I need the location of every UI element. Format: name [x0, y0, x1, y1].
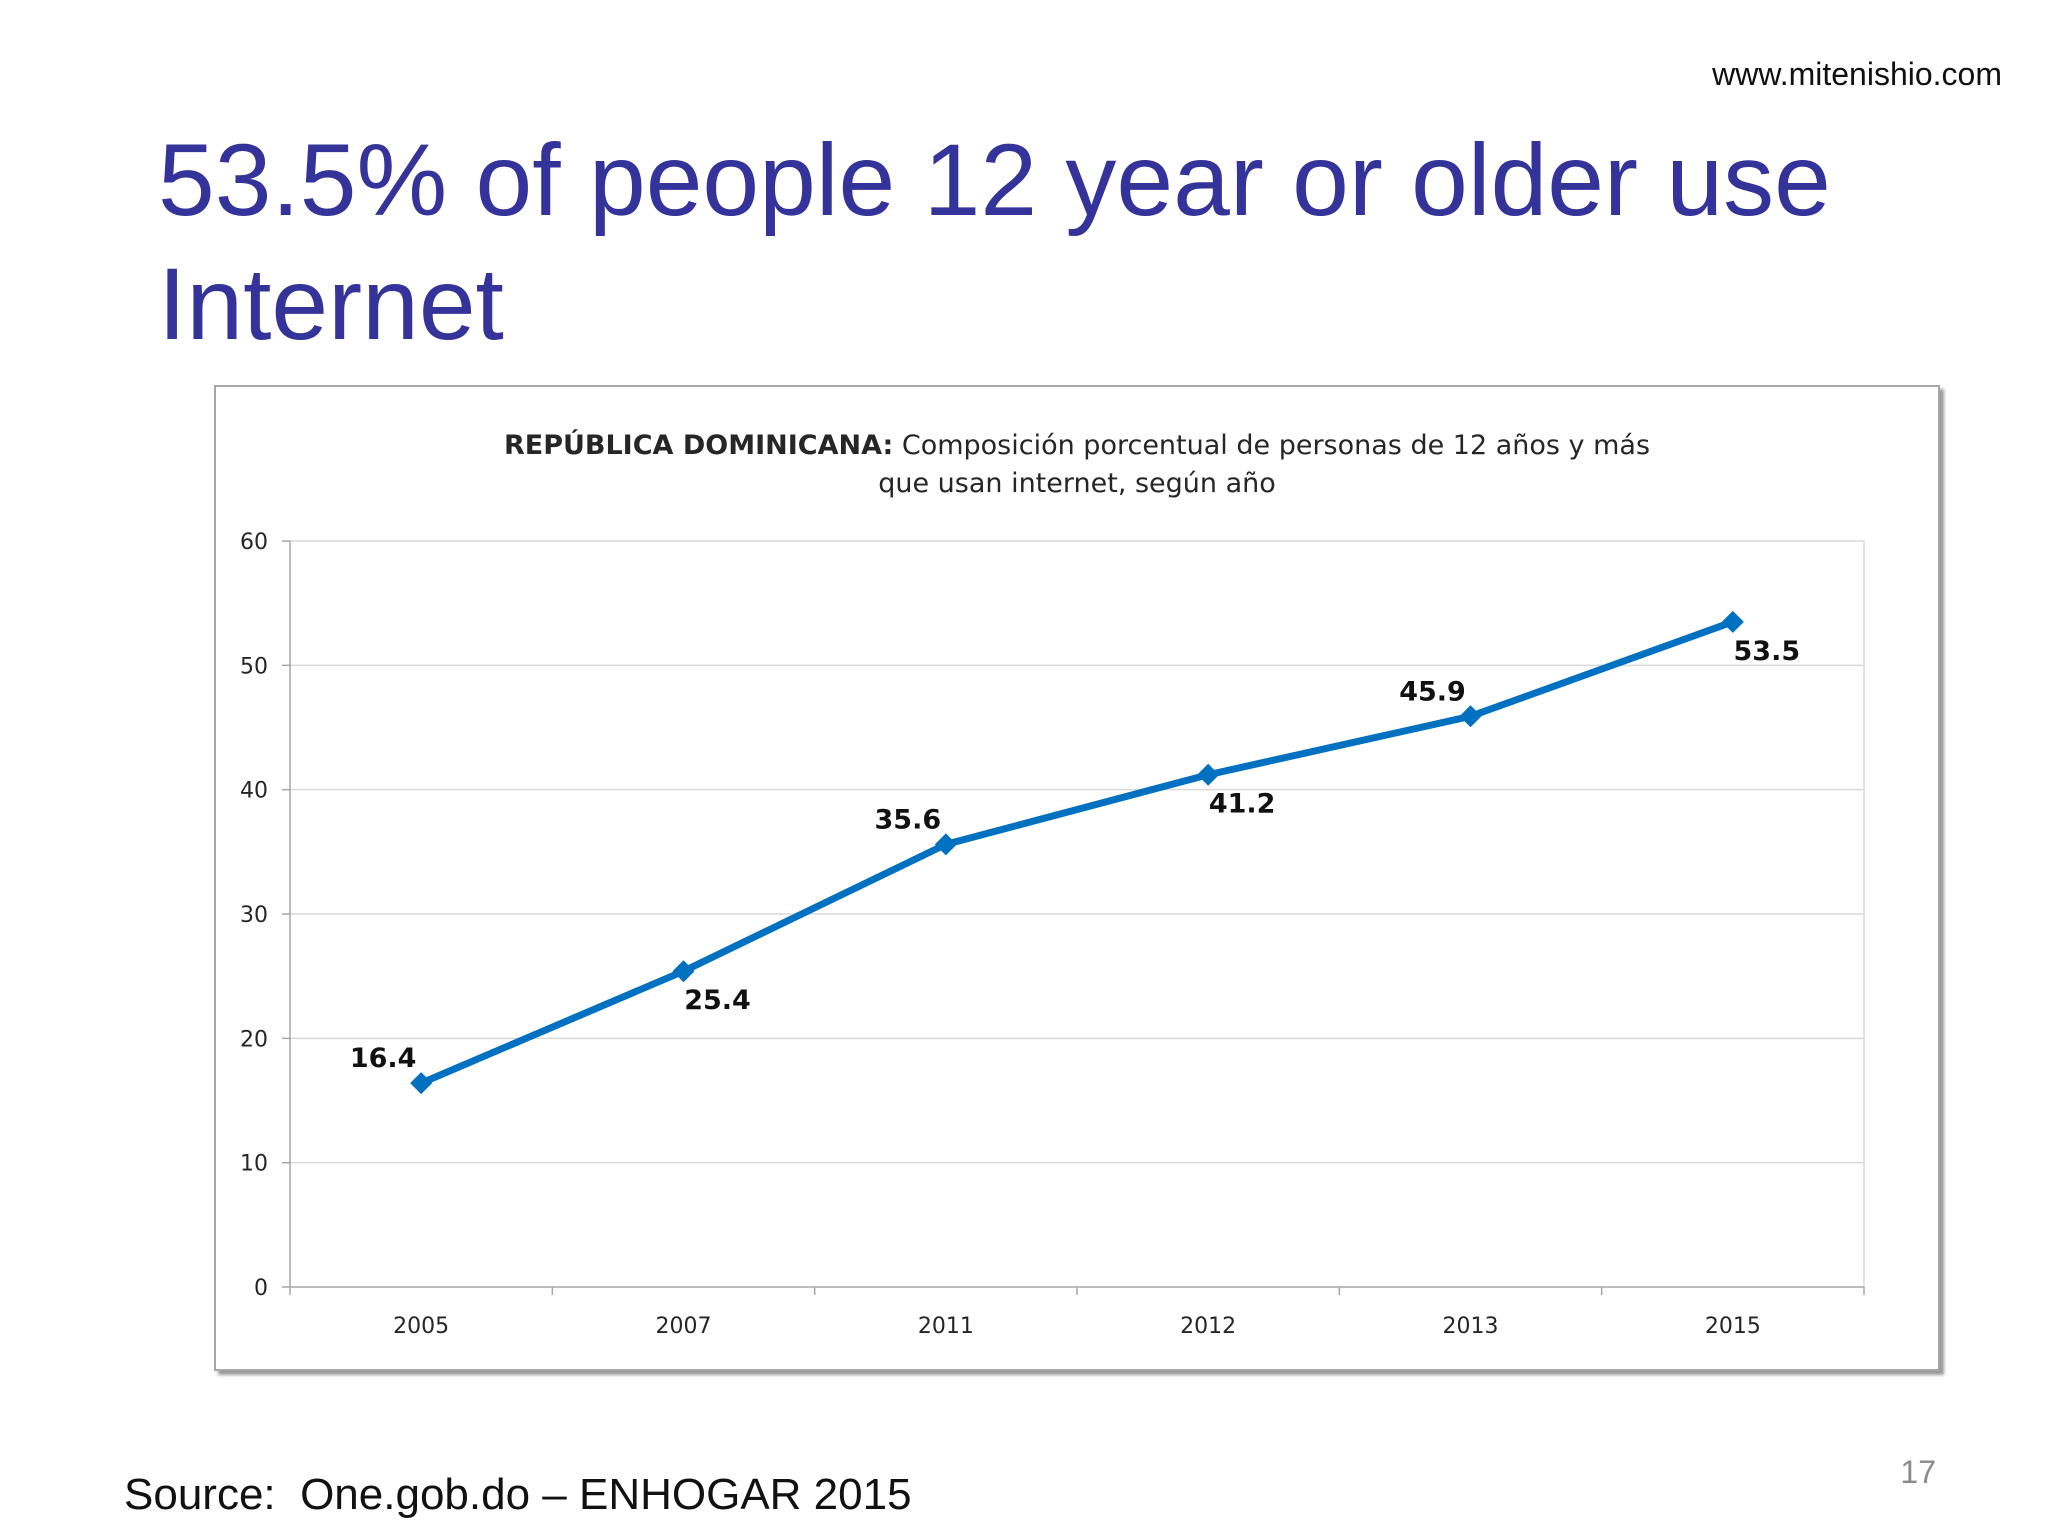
gridlines	[290, 540, 1865, 1287]
data-label: 35.6	[875, 804, 942, 835]
x-tick-label: 2005	[393, 1314, 449, 1339]
data-label: 53.5	[1734, 636, 1801, 667]
data-point-marker	[934, 833, 957, 856]
data-point-marker	[1197, 763, 1220, 786]
x-tick-label: 2013	[1443, 1314, 1499, 1339]
series	[410, 610, 1744, 1095]
data-labels: 16.4 25.4 35.6 41.2 45.9 53.5	[350, 636, 1800, 1074]
data-label: 41.2	[1209, 789, 1276, 820]
y-tick-label: 0	[254, 1276, 268, 1301]
x-tick-label: 2007	[656, 1314, 712, 1339]
slide-title: 53.5% of people 12 year or older use Int…	[158, 123, 1831, 361]
y-tick-label: 40	[240, 779, 268, 804]
chart-title-bold: REPÚBLICA DOMINICANA:	[504, 429, 893, 461]
x-tick-label: 2011	[918, 1314, 974, 1339]
y-tick-label: 30	[240, 903, 268, 928]
y-tick-label: 60	[240, 530, 268, 555]
data-point-marker	[410, 1072, 433, 1095]
site-url: www.mitenishio.com	[1712, 56, 2002, 92]
chart-title-line2: que usan internet, según año	[878, 468, 1276, 499]
source-citation: Source: One.gob.do – ENHOGAR 2015	[124, 1470, 912, 1519]
y-tick-label: 10	[240, 1152, 268, 1177]
chart-title: REPÚBLICA DOMINICANA: Composición porcen…	[504, 429, 1650, 461]
y-tick-label: 20	[240, 1027, 268, 1052]
chart-frame: REPÚBLICA DOMINICANA: Composición porcen…	[214, 385, 1940, 1371]
data-point-marker	[672, 960, 695, 983]
chart-title-rest: Composición porcentual de personas de 12…	[893, 430, 1650, 461]
x-tick-label: 2015	[1705, 1314, 1761, 1339]
y-tick-label: 50	[240, 654, 268, 679]
series-line	[419, 618, 1735, 1087]
x-tick-label: 2012	[1180, 1314, 1236, 1339]
line-chart: REPÚBLICA DOMINICANA: Composición porcen…	[240, 429, 1865, 1339]
data-label: 25.4	[684, 985, 751, 1016]
data-point-marker	[1459, 705, 1482, 728]
data-label: 45.9	[1399, 676, 1466, 707]
data-point-marker	[1721, 610, 1744, 633]
page-number: 17	[1900, 1454, 1936, 1490]
data-label: 16.4	[350, 1043, 417, 1074]
axes: 0 10 20 30 40 50 60 2005 2007 2011 2012 2013 2015	[240, 530, 1865, 1339]
